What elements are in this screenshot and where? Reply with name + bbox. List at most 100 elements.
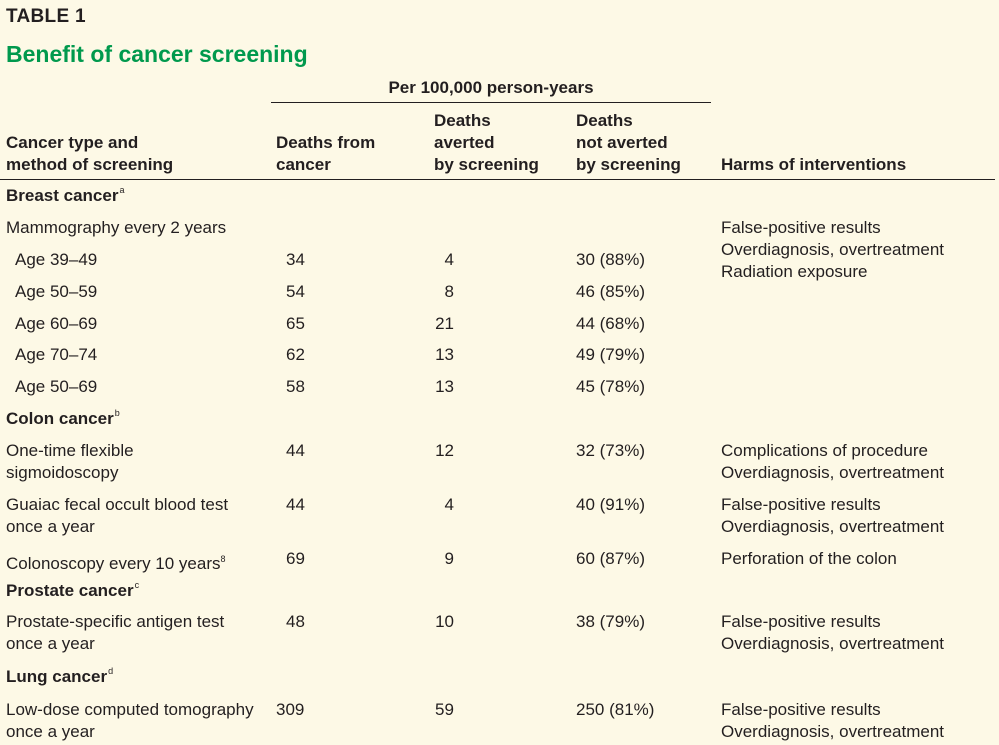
averted-value: 13 [435,345,454,364]
not-averted-value: 40 (91%) [576,495,645,514]
row-label: Age 39–49 [15,250,98,269]
averted-value: 21 [435,314,454,333]
deaths-value: 54 [286,282,305,301]
not-averted-value: 38 (79%) [576,612,645,631]
averted-value: 4 [444,495,454,514]
footnote-marker: d [108,666,114,676]
harms-cell: False-positive results Overdiagnosis, ov… [721,611,944,655]
not-averted-value: 44 (68%) [576,314,645,333]
row-label-line: Colonoscopy every 10 years [6,554,221,573]
harm-item: False-positive results [721,612,881,631]
table-label: TABLE 1 [6,6,86,27]
averted-value: 10 [435,612,454,631]
harm-item: Perforation of the colon [721,549,897,568]
header-averted-line1: Deaths [434,111,491,130]
averted-value: 9 [444,549,454,568]
row-label-line: sigmoidoscopy [6,463,119,482]
header-harms: Harms of interventions [721,155,907,174]
header-cancer-type: Cancer type and method of screening [6,132,173,176]
deaths-value: 34 [286,250,305,269]
harms-cell: Perforation of the colon [721,548,897,570]
deaths-value: 58 [286,377,305,396]
not-averted-value: 49 (79%) [576,345,645,364]
not-averted-value: 45 (78%) [576,377,645,396]
row-label: Age 50–59 [15,282,98,301]
averted-value: 4 [444,250,454,269]
not-averted-value: 30 (88%) [576,250,645,269]
section-lung-cancer: Lung cancerd [6,666,113,687]
not-averted-value: 32 (73%) [576,441,645,460]
averted-value: 12 [435,441,454,460]
harm-item: Overdiagnosis, overtreatment [721,722,944,741]
deaths-value: 44 [286,495,305,514]
harm-item: Complications of procedure [721,441,928,460]
header-not-averted-line1: Deaths [576,111,633,130]
deaths-value: 62 [286,345,305,364]
group-header: Per 100,000 person-years [388,78,594,97]
header-cancer-type-line1: Cancer type and [6,133,139,152]
section-title: Lung cancer [6,667,108,686]
deaths-value: 309 [276,700,305,719]
row-label-line: One-time flexible [6,441,134,460]
row-label-line: once a year [6,722,95,741]
harm-item: False-positive results [721,495,881,514]
section-colon-cancer: Colon cancerb [6,408,120,429]
row-label: Age 70–74 [15,345,98,364]
harms-cell: Complications of procedure Overdiagnosis… [721,440,944,484]
section-prostate-cancer: Prostate cancerc [6,580,139,601]
deaths-value: 48 [286,612,305,631]
group-header-rule [271,102,711,103]
not-averted-value: 46 (85%) [576,282,645,301]
averted-value: 8 [444,282,454,301]
header-deaths-line2: cancer [276,155,331,174]
section-title: Breast cancer [6,186,119,205]
header-not-averted-line2: not averted [576,133,668,152]
harms-cell: False-positive results Overdiagnosis, ov… [721,699,944,743]
reference-marker: 8 [220,554,226,564]
averted-value: 13 [435,377,454,396]
harm-item: Overdiagnosis, overtreatment [721,463,944,482]
footnote-marker: b [114,408,120,418]
method-label: Mammography every 2 years [6,218,227,237]
row-label: Prostate-specific antigen test once a ye… [6,611,224,655]
header-deaths-from-cancer: Deaths from cancer [276,132,375,176]
deaths-value: 44 [286,441,305,460]
footnote-marker: a [119,185,125,195]
header-averted-line3: by screening [434,155,539,174]
table-title: Benefit of cancer screening [6,41,308,67]
row-label: One-time flexible sigmoidoscopy [6,440,134,484]
averted-value: 59 [435,700,454,719]
section-title: Colon cancer [6,409,114,428]
not-averted-value: 60 (87%) [576,549,645,568]
section-title: Prostate cancer [6,581,134,600]
row-label-line: Guaiac fecal occult blood test [6,495,229,514]
deaths-value: 65 [286,314,305,333]
harm-item: Overdiagnosis, overtreatment [721,240,944,259]
row-label: Age 50–69 [15,377,98,396]
harm-item: Overdiagnosis, overtreatment [721,517,944,536]
harms-cell: False-positive results Overdiagnosis, ov… [721,217,944,283]
row-label-line: once a year [6,517,95,536]
row-label: Guaiac fecal occult blood test once a ye… [6,494,228,538]
harm-item: False-positive results [721,218,881,237]
deaths-value: 69 [286,549,305,568]
harm-item: False-positive results [721,700,881,719]
row-label-line: Low-dose computed tomography [6,700,254,719]
header-deaths-line1: Deaths from [276,133,376,152]
header-averted-line2: averted [434,133,495,152]
header-deaths-not-averted: Deaths not averted by screening [576,110,681,176]
header-deaths-averted: Deaths averted by screening [434,110,539,176]
row-label-line: Prostate-specific antigen test [6,612,225,631]
header-rule [0,179,995,180]
section-breast-cancer: Breast cancera [6,185,124,206]
row-label: Colonoscopy every 10 years8 [6,548,226,575]
harms-cell: False-positive results Overdiagnosis, ov… [721,494,944,538]
harm-item: Overdiagnosis, overtreatment [721,634,944,653]
header-not-averted-line3: by screening [576,155,681,174]
row-label-line: once a year [6,634,95,653]
row-label: Age 60–69 [15,314,98,333]
harm-item: Radiation exposure [721,262,868,281]
row-label: Low-dose computed tomography once a year [6,699,254,743]
not-averted-value: 250 (81%) [576,700,655,719]
footnote-marker: c [134,580,140,590]
